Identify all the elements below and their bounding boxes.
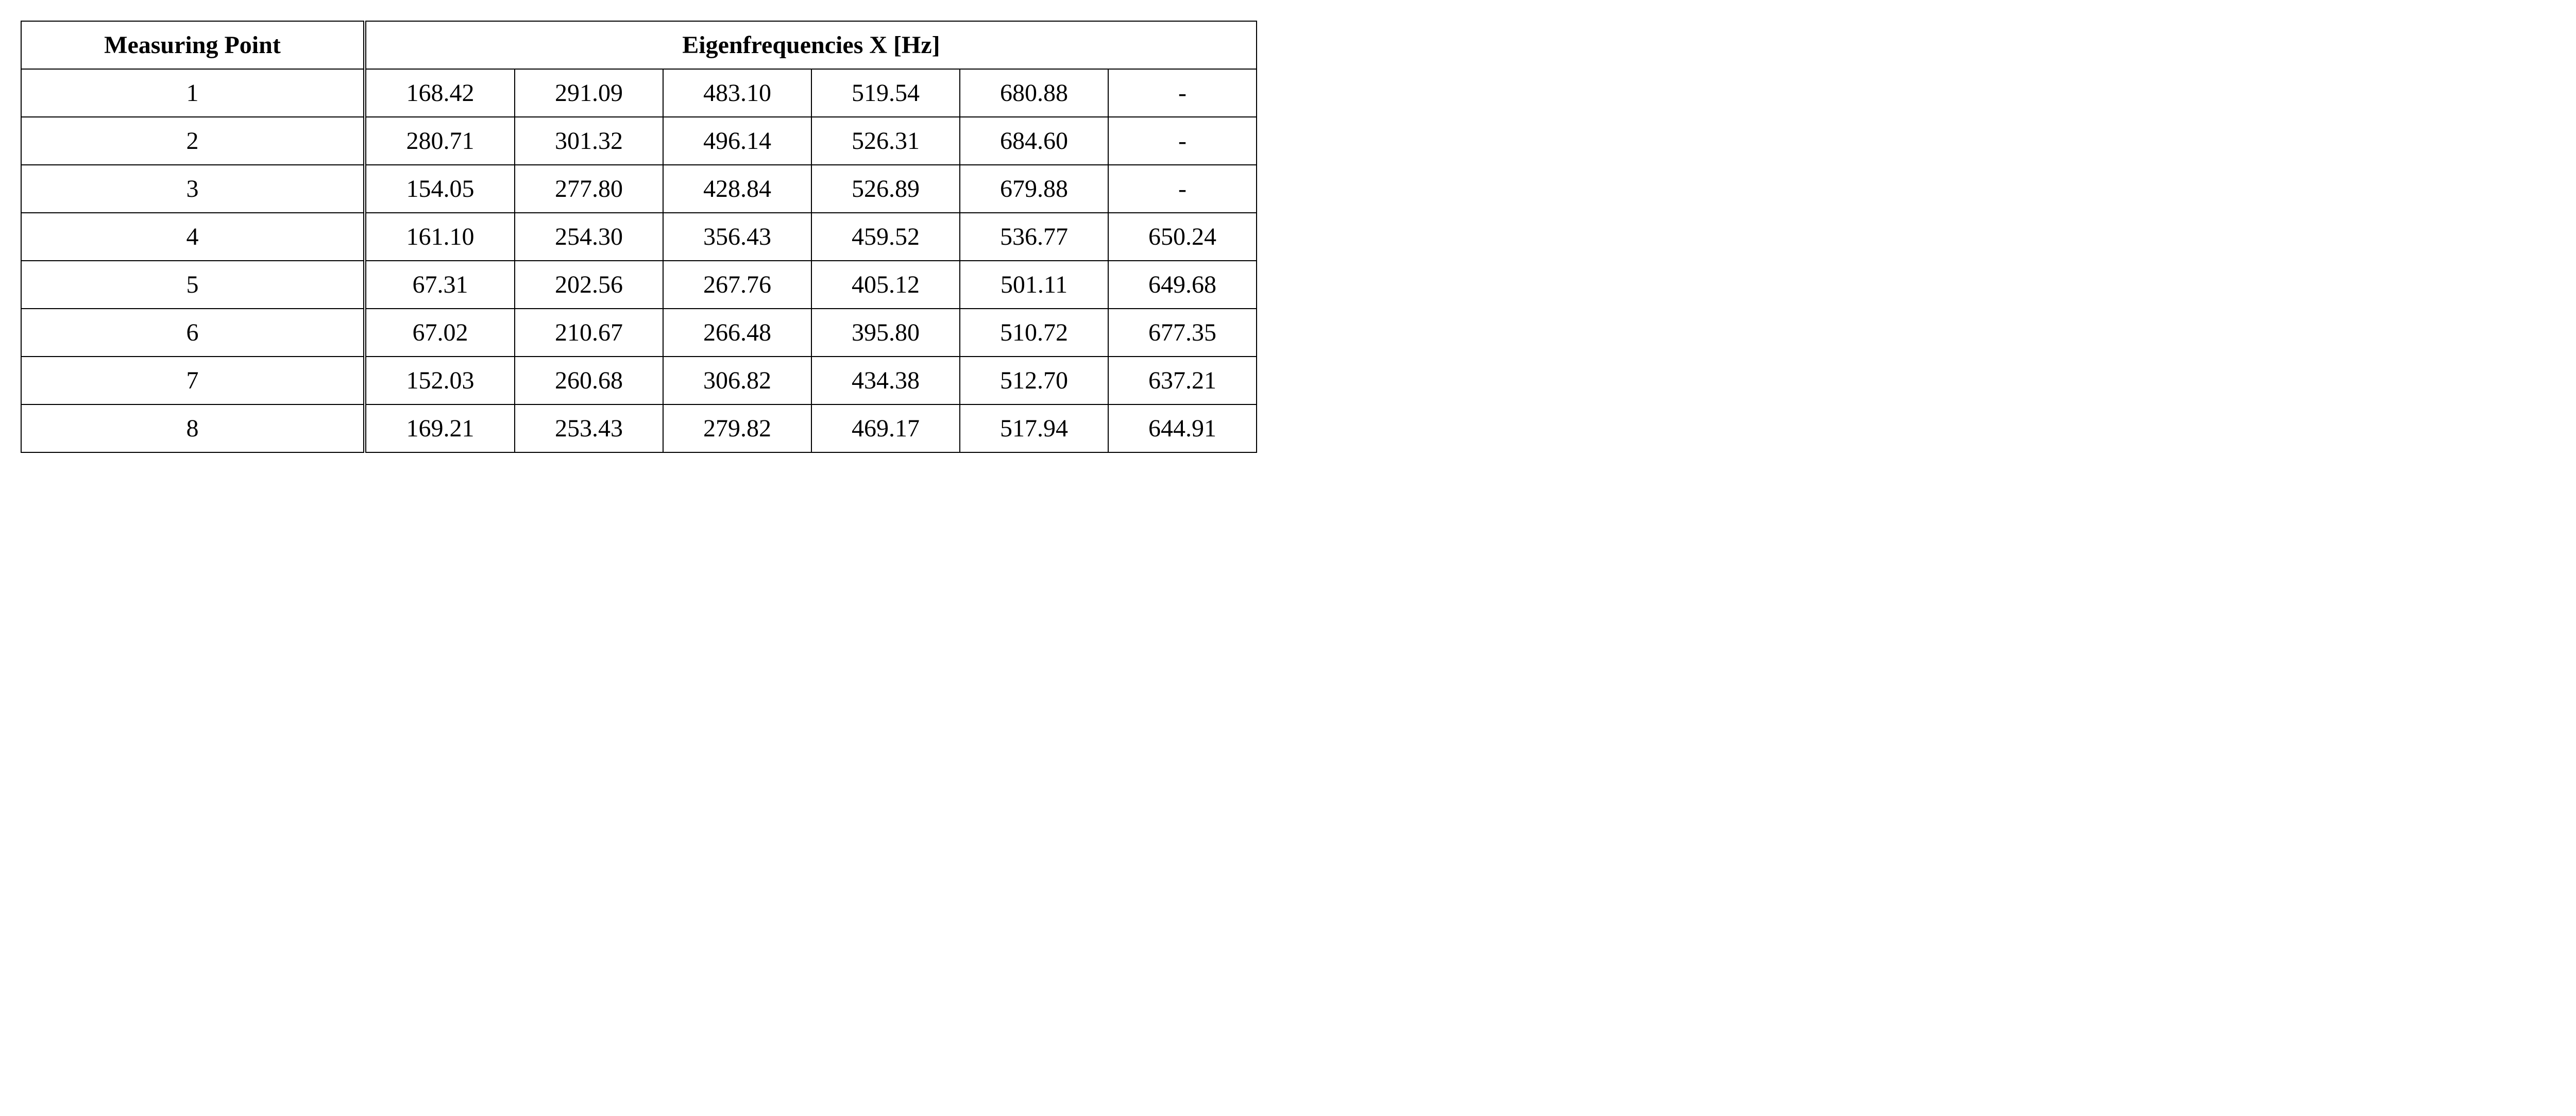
measuring-point-cell: 8	[21, 404, 365, 452]
table-row: 4 161.10 254.30 356.43 459.52 536.77 650…	[21, 213, 1257, 261]
freq-cell: 253.43	[515, 404, 663, 452]
freq-cell: 279.82	[663, 404, 811, 452]
measuring-point-cell: 5	[21, 261, 365, 309]
freq-cell: 202.56	[515, 261, 663, 309]
table-row: 7 152.03 260.68 306.82 434.38 512.70 637…	[21, 357, 1257, 404]
freq-cell: 519.54	[811, 69, 960, 117]
freq-cell: 277.80	[515, 165, 663, 213]
freq-cell: 649.68	[1108, 261, 1257, 309]
freq-cell: -	[1108, 117, 1257, 165]
col-header-measuring-point: Measuring Point	[21, 21, 365, 69]
freq-cell: 684.60	[960, 117, 1108, 165]
freq-cell: 152.03	[365, 357, 515, 404]
freq-cell: 169.21	[365, 404, 515, 452]
freq-cell: 517.94	[960, 404, 1108, 452]
freq-cell: 650.24	[1108, 213, 1257, 261]
freq-cell: 210.67	[515, 309, 663, 357]
freq-cell: -	[1108, 69, 1257, 117]
freq-cell: 266.48	[663, 309, 811, 357]
freq-cell: 469.17	[811, 404, 960, 452]
freq-cell: 306.82	[663, 357, 811, 404]
table-row: 6 67.02 210.67 266.48 395.80 510.72 677.…	[21, 309, 1257, 357]
freq-cell: 677.35	[1108, 309, 1257, 357]
eigenfrequencies-table: Measuring Point Eigenfrequencies X [Hz] …	[21, 21, 1257, 453]
table-row: 8 169.21 253.43 279.82 469.17 517.94 644…	[21, 404, 1257, 452]
freq-cell: 161.10	[365, 213, 515, 261]
freq-cell: 395.80	[811, 309, 960, 357]
table-header-row: Measuring Point Eigenfrequencies X [Hz]	[21, 21, 1257, 69]
measuring-point-cell: 3	[21, 165, 365, 213]
freq-cell: 267.76	[663, 261, 811, 309]
freq-cell: 168.42	[365, 69, 515, 117]
freq-cell: 679.88	[960, 165, 1108, 213]
table-row: 3 154.05 277.80 428.84 526.89 679.88 -	[21, 165, 1257, 213]
freq-cell: 301.32	[515, 117, 663, 165]
freq-cell: 459.52	[811, 213, 960, 261]
col-header-eigenfrequencies: Eigenfrequencies X [Hz]	[365, 21, 1257, 69]
measuring-point-cell: 7	[21, 357, 365, 404]
freq-cell: 637.21	[1108, 357, 1257, 404]
freq-cell: 510.72	[960, 309, 1108, 357]
table-row: 2 280.71 301.32 496.14 526.31 684.60 -	[21, 117, 1257, 165]
measuring-point-cell: 4	[21, 213, 365, 261]
freq-cell: 501.11	[960, 261, 1108, 309]
freq-cell: 405.12	[811, 261, 960, 309]
table-body: 1 168.42 291.09 483.10 519.54 680.88 - 2…	[21, 69, 1257, 452]
freq-cell: 526.89	[811, 165, 960, 213]
freq-cell: 483.10	[663, 69, 811, 117]
freq-cell: 260.68	[515, 357, 663, 404]
freq-cell: 512.70	[960, 357, 1108, 404]
freq-cell: 644.91	[1108, 404, 1257, 452]
table-row: 1 168.42 291.09 483.10 519.54 680.88 -	[21, 69, 1257, 117]
freq-cell: 680.88	[960, 69, 1108, 117]
freq-cell: 280.71	[365, 117, 515, 165]
freq-cell: -	[1108, 165, 1257, 213]
freq-cell: 356.43	[663, 213, 811, 261]
freq-cell: 154.05	[365, 165, 515, 213]
freq-cell: 536.77	[960, 213, 1108, 261]
freq-cell: 67.31	[365, 261, 515, 309]
freq-cell: 496.14	[663, 117, 811, 165]
freq-cell: 67.02	[365, 309, 515, 357]
freq-cell: 526.31	[811, 117, 960, 165]
freq-cell: 291.09	[515, 69, 663, 117]
measuring-point-cell: 6	[21, 309, 365, 357]
freq-cell: 428.84	[663, 165, 811, 213]
freq-cell: 254.30	[515, 213, 663, 261]
measuring-point-cell: 1	[21, 69, 365, 117]
measuring-point-cell: 2	[21, 117, 365, 165]
table-row: 5 67.31 202.56 267.76 405.12 501.11 649.…	[21, 261, 1257, 309]
freq-cell: 434.38	[811, 357, 960, 404]
